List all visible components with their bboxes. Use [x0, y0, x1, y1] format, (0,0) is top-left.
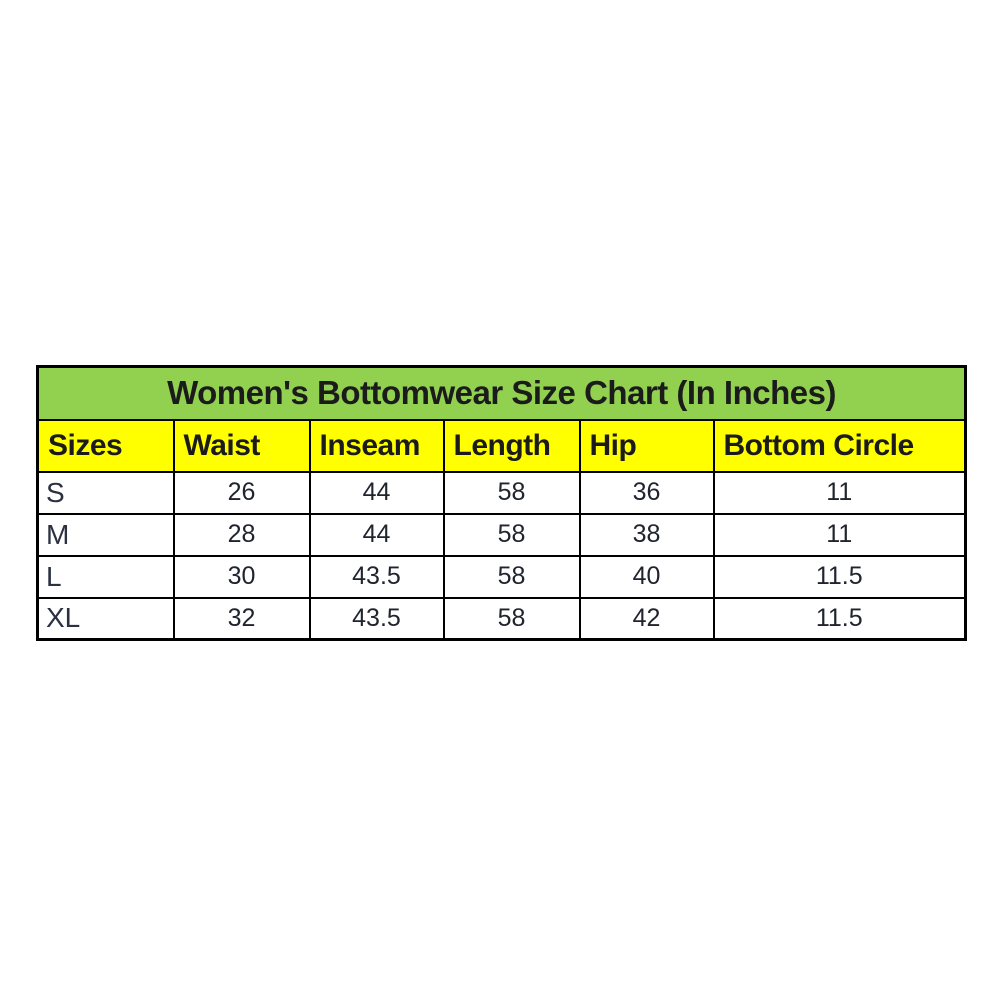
bottom-circle-value: 11 — [712, 470, 967, 515]
table-row-m: M 28 44 58 38 11 — [36, 512, 967, 557]
bottom-circle-value: 11 — [712, 512, 967, 557]
column-header-length: Length — [442, 418, 581, 473]
inseam-value: 43.5 — [308, 596, 445, 641]
size-label: L — [36, 554, 175, 599]
waist-value: 32 — [172, 596, 311, 641]
bottom-circle-value: 11.5 — [712, 554, 967, 599]
waist-value: 28 — [172, 512, 311, 557]
column-header-bottom-circle: Bottom Circle — [712, 418, 967, 473]
column-header-hip: Hip — [578, 418, 715, 473]
table-header-row: Sizes Waist Inseam Length Hip Bottom Cir… — [36, 418, 967, 473]
hip-value: 38 — [578, 512, 715, 557]
table-title-row: Women's Bottomwear Size Chart (In Inches… — [36, 365, 967, 421]
column-header-waist: Waist — [172, 418, 311, 473]
table-title: Women's Bottomwear Size Chart (In Inches… — [36, 365, 967, 421]
length-value: 58 — [442, 512, 581, 557]
table-row-s: S 26 44 58 36 11 — [36, 470, 967, 515]
hip-value: 36 — [578, 470, 715, 515]
waist-value: 30 — [172, 554, 311, 599]
column-header-inseam: Inseam — [308, 418, 445, 473]
inseam-value: 44 — [308, 512, 445, 557]
bottom-circle-value: 11.5 — [712, 596, 967, 641]
inseam-value: 44 — [308, 470, 445, 515]
waist-value: 26 — [172, 470, 311, 515]
size-chart-table: Women's Bottomwear Size Chart (In Inches… — [36, 365, 968, 641]
length-value: 58 — [442, 470, 581, 515]
inseam-value: 43.5 — [308, 554, 445, 599]
length-value: 58 — [442, 554, 581, 599]
hip-value: 42 — [578, 596, 715, 641]
hip-value: 40 — [578, 554, 715, 599]
length-value: 58 — [442, 596, 581, 641]
table-row-l: L 30 43.5 58 40 11.5 — [36, 554, 967, 599]
table-row-xl: XL 32 43.5 58 42 11.5 — [36, 596, 967, 641]
column-header-sizes: Sizes — [36, 418, 175, 473]
size-label: XL — [36, 596, 175, 641]
size-label: M — [36, 512, 175, 557]
size-label: S — [36, 470, 175, 515]
